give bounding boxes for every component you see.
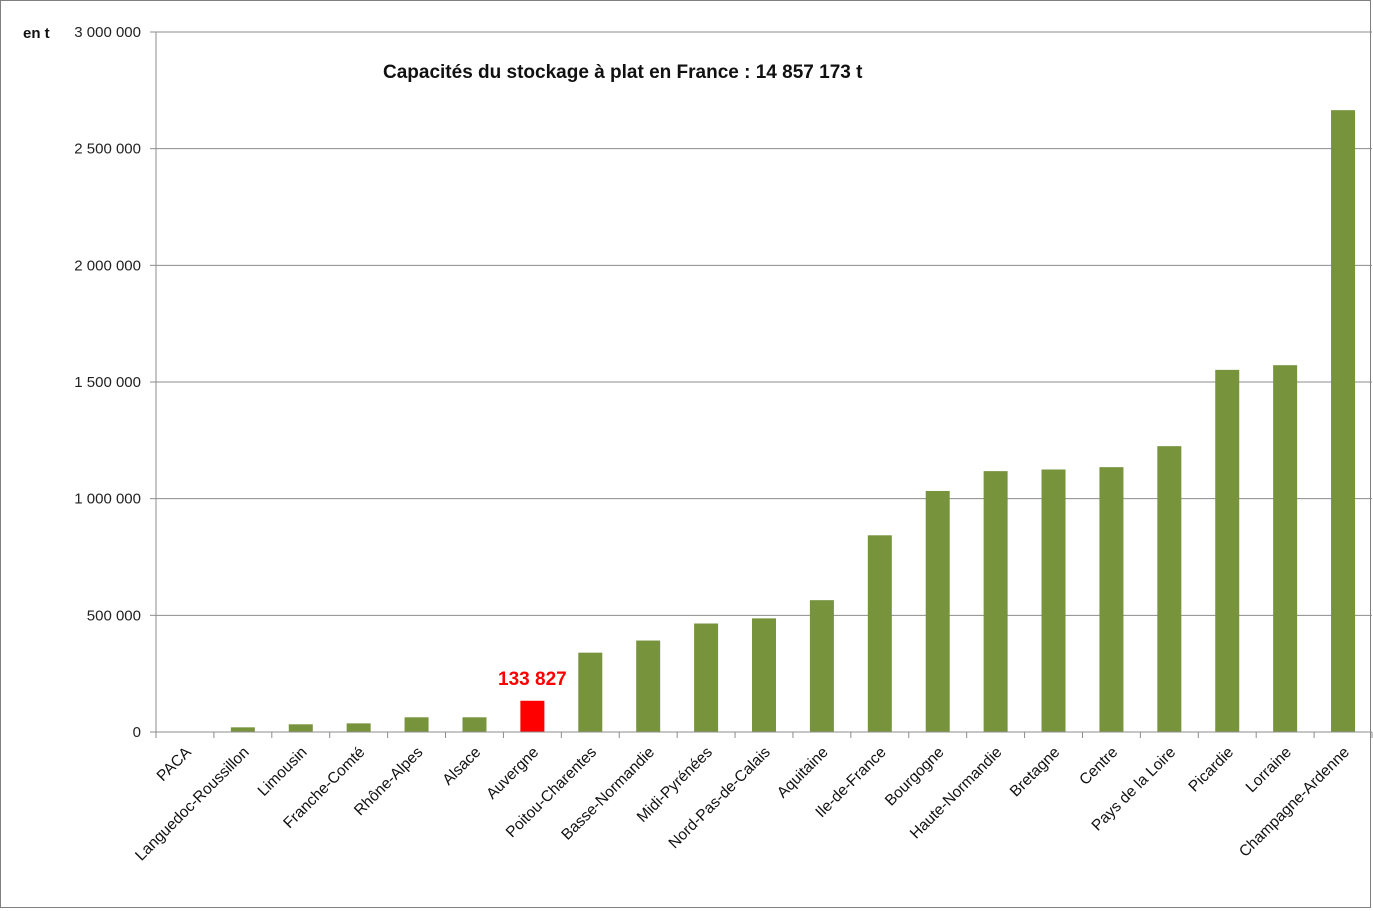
chart-title: Capacités du stockage à plat en France :… bbox=[383, 62, 863, 83]
bar-rh-ne-alpes bbox=[404, 717, 429, 732]
bar-bretagne bbox=[1041, 469, 1066, 732]
bar-picardie bbox=[1215, 369, 1240, 732]
bar-aquitaine bbox=[809, 600, 834, 732]
bar-layer: 133 827 bbox=[230, 110, 1356, 732]
x-category-label: Alsace bbox=[439, 744, 484, 789]
x-category-label: Aquitaine bbox=[774, 744, 832, 802]
y-tick-label: 3 000 000 bbox=[74, 24, 141, 41]
y-axis-unit-label: en t bbox=[23, 25, 50, 42]
bar-lorraine bbox=[1273, 365, 1298, 732]
bar-bourgogne bbox=[925, 490, 950, 732]
x-category-label: Auvergne bbox=[483, 744, 542, 803]
bar-languedoc-roussillon bbox=[230, 727, 255, 732]
bar-champagne-ardenne bbox=[1331, 110, 1356, 732]
bar-basse-normandie bbox=[636, 640, 661, 732]
bar-centre bbox=[1099, 467, 1124, 732]
bar-midi-pyr-n-es bbox=[694, 623, 719, 732]
x-category-label: PACA bbox=[154, 743, 196, 785]
data-label-highlight: 133 827 bbox=[498, 669, 567, 690]
bar-haute-normandie bbox=[983, 471, 1008, 732]
bar-auvergne bbox=[520, 700, 545, 732]
y-tick-label: 2 500 000 bbox=[74, 141, 141, 158]
x-category-label: Lorraine bbox=[1243, 744, 1295, 796]
axis-layer: 0 500 000 1 000 000 1 500 000 2 000 000 2 500… bbox=[74, 24, 1373, 864]
x-category-label: Bretagne bbox=[1007, 744, 1064, 801]
y-tick-label: 500 000 bbox=[87, 607, 141, 624]
y-tick-label: 0 bbox=[133, 724, 141, 741]
bar-alsace bbox=[462, 717, 487, 732]
y-tick-label: 1 000 000 bbox=[74, 491, 141, 508]
bar-franche-comt- bbox=[346, 723, 371, 732]
x-category-label: Limousin bbox=[255, 744, 311, 800]
y-tick-label: 2 000 000 bbox=[74, 257, 141, 274]
bar-limousin bbox=[288, 724, 313, 732]
x-category-label: Picardie bbox=[1185, 744, 1237, 796]
bar-pays-de-la-loire bbox=[1157, 446, 1182, 732]
x-category-label: Nord-Pas-de-Calais bbox=[666, 744, 774, 852]
bar-ile-de-france bbox=[867, 535, 892, 732]
bar-poitou-charentes bbox=[578, 652, 603, 732]
x-category-label: Champagne-Ardenne bbox=[1236, 744, 1353, 861]
grid-layer bbox=[156, 31, 1372, 616]
x-category-label: Languedoc-Roussillon bbox=[132, 744, 252, 864]
x-category-label: Centre bbox=[1076, 744, 1121, 789]
y-tick-label: 1 500 000 bbox=[74, 374, 141, 391]
bar-nord-pas-de-calais bbox=[752, 618, 776, 732]
